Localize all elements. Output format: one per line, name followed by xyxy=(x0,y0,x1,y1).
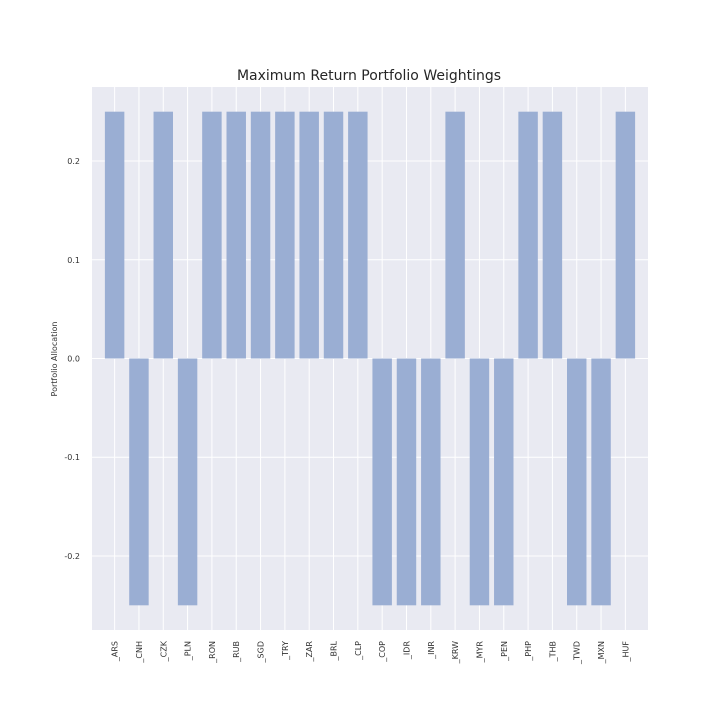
x-tick-labels: _ARS _CNH _CZK _PLN _RON _RUB _SGD _TRY _ZAR _BRL… xyxy=(111,640,631,665)
bar xyxy=(518,111,538,359)
x-tick-label: _PLN xyxy=(184,641,193,661)
bar xyxy=(226,111,246,359)
bar xyxy=(129,358,149,606)
y-axis-label: Portfolio Allocation xyxy=(50,322,59,397)
bar xyxy=(445,111,465,359)
x-tick-label: _BRL xyxy=(330,640,339,661)
bar xyxy=(299,111,319,359)
x-tick-label: _MXN xyxy=(597,641,606,664)
y-tick-label: 0.1 xyxy=(67,256,80,265)
x-tick-label: _TWD xyxy=(573,641,582,665)
bar xyxy=(421,358,441,606)
y-tick-label: 0.0 xyxy=(67,355,80,364)
x-tick-label: _IDR xyxy=(402,641,411,661)
bar xyxy=(615,111,636,359)
x-tick-label: _SGD xyxy=(257,641,266,663)
bar xyxy=(591,358,611,606)
y-tick-labels: 0.2 0.1 0.0 -0.1 -0.2 xyxy=(64,157,80,561)
x-tick-label: _KRW xyxy=(451,641,460,664)
bar xyxy=(250,111,271,359)
bar xyxy=(542,111,563,359)
bar xyxy=(567,358,587,606)
y-tick-label: -0.1 xyxy=(64,453,80,462)
x-tick-label: _CNH xyxy=(135,641,144,664)
y-tick-label: -0.2 xyxy=(64,552,80,561)
bar xyxy=(177,358,198,606)
x-tick-label: _RUB xyxy=(232,641,241,663)
bar xyxy=(202,111,222,359)
x-tick-label: _HUF xyxy=(621,641,630,663)
x-tick-label: _CZK xyxy=(159,640,168,662)
bar xyxy=(348,111,368,359)
bar xyxy=(153,111,173,359)
x-tick-label: _COP xyxy=(378,641,387,663)
bar xyxy=(372,358,392,606)
x-tick-label: _MYR xyxy=(475,641,484,664)
chart-title: Maximum Return Portfolio Weightings xyxy=(237,68,501,84)
x-tick-label: _RON xyxy=(208,641,217,664)
bar xyxy=(323,111,344,359)
bars xyxy=(104,111,636,606)
x-tick-label: _PEN xyxy=(500,641,509,662)
x-tick-label: _PHP xyxy=(524,641,533,662)
x-tick-label: _THB xyxy=(548,641,557,662)
bar xyxy=(494,358,514,606)
bar xyxy=(396,358,417,606)
y-tick-label: 0.2 xyxy=(67,157,80,166)
x-tick-label: _ZAR xyxy=(305,641,314,663)
x-tick-label: _INR xyxy=(427,641,436,660)
bar xyxy=(104,111,125,359)
x-tick-label: _CLP xyxy=(354,641,363,661)
x-tick-label: _TRY xyxy=(281,641,290,661)
bar xyxy=(469,358,490,606)
bar xyxy=(275,111,295,359)
x-tick-label: _ARS xyxy=(111,641,120,662)
